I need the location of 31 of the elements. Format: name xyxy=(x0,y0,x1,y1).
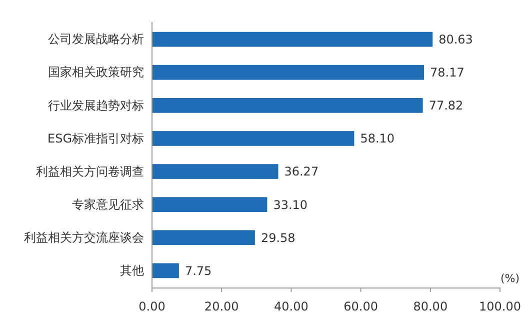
bar xyxy=(152,230,255,246)
bar xyxy=(152,197,268,212)
y-tick-label: 利益相关方交流座谈会 xyxy=(24,230,144,244)
data-label: 29.58 xyxy=(260,230,296,245)
x-axis-title: (%) xyxy=(500,272,520,285)
y-tick-label: 行业发展趋势对标 xyxy=(48,98,144,112)
x-tick-label: 20.00 xyxy=(204,300,239,314)
y-tick-label: 国家相关政策研究 xyxy=(48,65,144,80)
x-tick-label: 60.00 xyxy=(344,300,378,314)
data-label: 80.63 xyxy=(438,32,473,47)
data-label: 36.27 xyxy=(284,164,319,179)
data-label: 33.10 xyxy=(273,198,308,212)
bar xyxy=(152,131,354,146)
y-tick-label: ESG标准指引对标 xyxy=(48,131,144,146)
y-tick-label: 其他 xyxy=(120,263,144,278)
bar xyxy=(152,64,424,80)
x-tick-label: 100.00 xyxy=(479,300,521,314)
y-tick-label: 专家意见征求 xyxy=(72,197,144,212)
y-tick-label: 公司发展战略分析 xyxy=(48,32,144,46)
bar xyxy=(152,32,433,47)
data-label: 78.17 xyxy=(430,66,464,80)
x-tick-label: 0.00 xyxy=(138,300,166,314)
x-tick-label: 40.00 xyxy=(274,300,308,314)
bar xyxy=(152,98,423,113)
bar xyxy=(152,263,179,278)
data-label: 58.10 xyxy=(360,132,395,146)
x-tick-label: 80.00 xyxy=(413,300,448,314)
bar xyxy=(152,164,278,179)
data-label: 77.82 xyxy=(428,98,464,113)
data-label: 7.75 xyxy=(184,264,212,278)
y-tick-label: 利益相关方问卷调查 xyxy=(36,164,144,178)
